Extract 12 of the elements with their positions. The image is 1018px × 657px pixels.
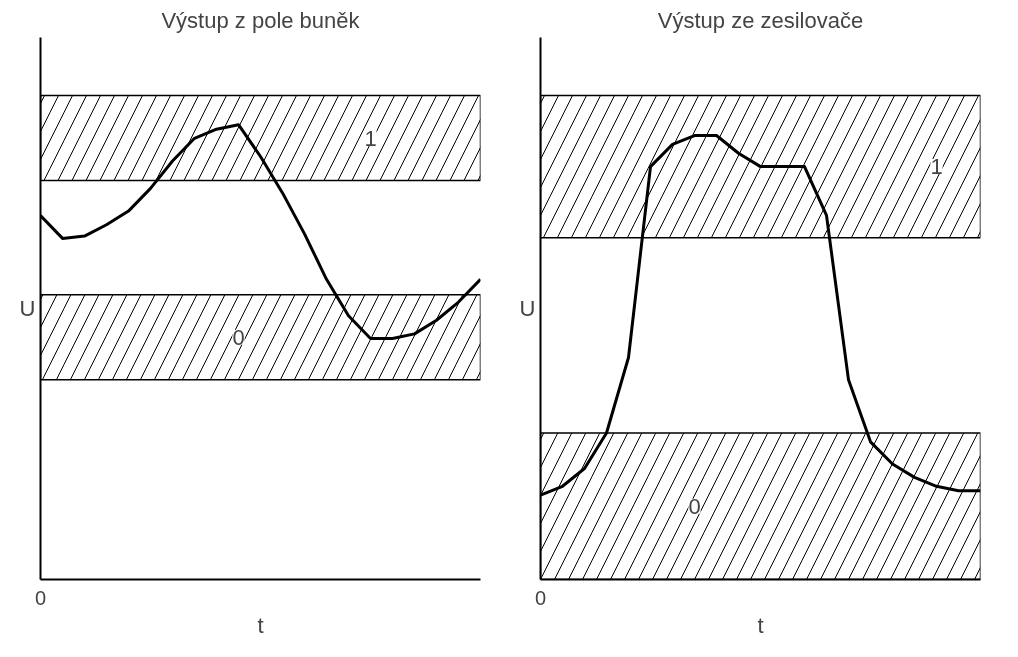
x-axis-title: t xyxy=(757,612,764,638)
band-label: 1 xyxy=(364,125,377,151)
y-axis-title: U xyxy=(19,296,36,321)
band-label: 0 xyxy=(232,324,245,350)
chart-title: Výstup z pole buněk xyxy=(161,7,361,33)
chart-title: Výstup ze zesilovače xyxy=(657,7,864,33)
text: 0 xyxy=(534,586,547,609)
y-axis-title: U xyxy=(519,296,536,321)
band-label: 1 xyxy=(930,154,943,180)
x-axis-title: t xyxy=(257,612,264,638)
band-label: 0 xyxy=(688,493,701,519)
text: 0 xyxy=(34,586,47,609)
